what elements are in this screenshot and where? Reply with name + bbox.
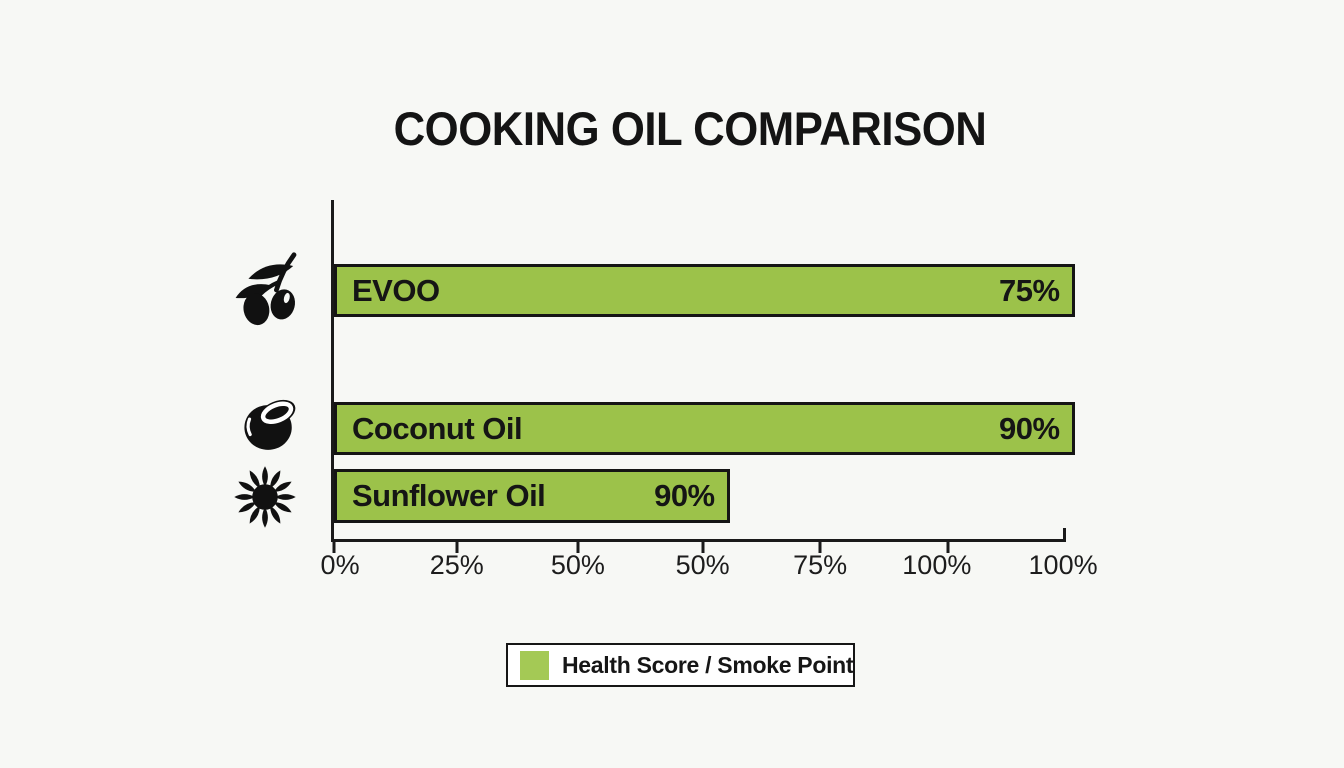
bar-label: Sunflower Oil [352,478,546,513]
x-axis-line [331,539,1066,542]
x-axis-tick-label: 50% [675,550,730,580]
chart-title: COOKING OIL COMPARISON [393,102,987,156]
bar-label: EVOO [352,272,440,308]
x-axis-tick-mark [818,541,822,553]
x-axis-endcap-tick [1063,528,1066,541]
bar-sunflower-oil: Sunflower Oil 90% [334,469,730,523]
x-axis-tick-label: 50% [550,550,605,580]
x-axis-tick-label: 0% [320,550,360,580]
y-axis-line [331,200,334,541]
x-axis-tick-label: 75% [793,550,848,580]
sunflower-icon [233,464,297,530]
bar-label: Coconut Oil [352,410,523,446]
bar-evoo: EVOO 75% [334,264,1075,317]
x-axis-tick-mark [946,541,950,553]
legend: Health Score / Smoke Point [506,643,855,687]
x-axis-tick-label: 25% [429,550,484,580]
bar-value: 90% [654,478,715,513]
x-axis-tick-mark [332,541,336,553]
olive-icon [226,248,306,332]
coconut-icon [238,391,302,455]
legend-label: Health Score / Smoke Point [562,651,854,678]
x-axis-tick-label: 100% [1028,550,1098,580]
bar-value: 90% [999,410,1060,446]
legend-color-swatch [520,650,549,680]
x-axis-tick-label: 100% [902,550,972,580]
x-axis-tick-mark [576,541,580,553]
plot-area: EVOO 75% Coconut Oil 90% Sunflower Oil 9… [321,200,1098,600]
x-axis-tick-mark [701,541,705,553]
bar-coconut-oil: Coconut Oil 90% [334,402,1075,455]
x-axis-tick-mark [455,541,459,553]
bar-value: 75% [999,272,1060,308]
